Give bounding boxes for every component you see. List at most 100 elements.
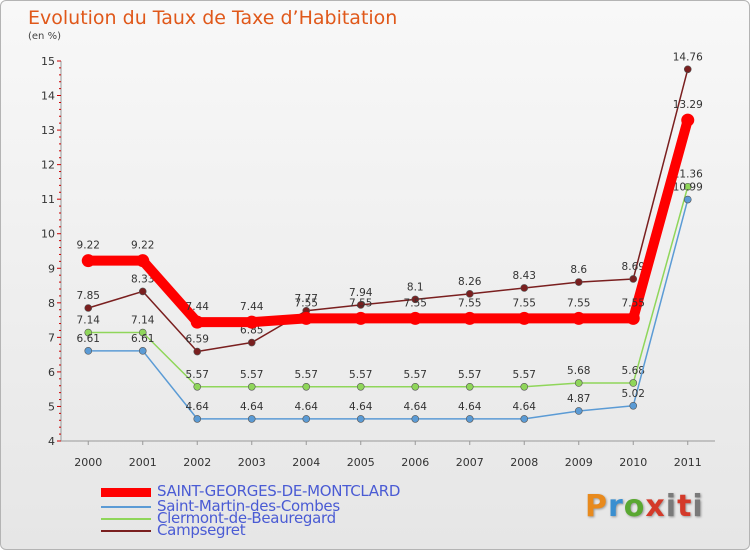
data-point xyxy=(463,311,477,325)
data-point xyxy=(302,415,311,423)
series-line xyxy=(87,198,689,420)
data-point xyxy=(138,287,147,296)
y-tick-label: 9 xyxy=(48,262,55,275)
x-tick-label: 2002 xyxy=(183,456,211,469)
y-tick-label: 8 xyxy=(48,297,55,310)
data-label: 4.64 xyxy=(404,401,428,413)
x-tick-label: 2007 xyxy=(456,456,484,469)
data-label: 4.64 xyxy=(240,401,264,413)
y-tick-label: 13 xyxy=(41,124,55,137)
legend-label: Campsegret xyxy=(157,521,246,539)
data-point xyxy=(574,278,583,286)
data-point xyxy=(138,328,147,337)
data-label: 5.57 xyxy=(186,369,209,381)
brand-letter: t xyxy=(677,489,693,524)
data-point xyxy=(84,328,93,337)
data-label: 9.22 xyxy=(77,240,100,252)
x-tick-label: 2005 xyxy=(347,456,375,469)
data-label: 5.57 xyxy=(458,369,481,381)
data-point xyxy=(356,301,365,309)
data-label: 7.77 xyxy=(295,293,318,305)
data-label: 4.64 xyxy=(349,401,373,413)
data-point xyxy=(681,113,695,127)
data-point xyxy=(356,415,365,423)
data-point xyxy=(520,415,529,423)
data-point xyxy=(520,284,529,292)
data-label: 7.94 xyxy=(349,287,373,299)
data-label: 7.55 xyxy=(622,297,645,309)
x-tick-label: 2011 xyxy=(674,456,702,469)
data-point xyxy=(193,382,202,391)
data-label: 4.64 xyxy=(295,401,319,413)
x-tick-label: 2009 xyxy=(565,456,593,469)
chart-title: Evolution du Taux de Taxe d’Habitation xyxy=(28,7,398,29)
data-label: 4.64 xyxy=(513,401,537,413)
series-line xyxy=(87,68,689,353)
data-label: 5.68 xyxy=(622,365,645,377)
data-label: 8.69 xyxy=(622,261,645,273)
x-tick-label: 2003 xyxy=(238,456,266,469)
legend-label: Saint-Martin-des-Combes xyxy=(157,497,340,515)
data-point xyxy=(683,182,692,191)
data-label: 8.26 xyxy=(458,276,482,288)
legend-swatch xyxy=(101,530,151,532)
data-point xyxy=(190,315,204,329)
x-tick-label: 2004 xyxy=(292,456,320,469)
data-label: 7.55 xyxy=(349,297,372,309)
data-point xyxy=(84,347,93,355)
data-point xyxy=(408,311,422,325)
data-point xyxy=(193,415,202,423)
data-point xyxy=(299,311,313,325)
data-label: 7.14 xyxy=(77,315,101,327)
data-point xyxy=(465,382,474,391)
data-point xyxy=(136,254,150,268)
y-tick-label: 11 xyxy=(41,193,55,206)
data-label: 5.57 xyxy=(349,369,372,381)
data-point xyxy=(247,338,256,347)
data-point xyxy=(411,415,420,423)
brand-letter: i xyxy=(665,489,678,524)
brand-letter: P xyxy=(585,489,608,524)
data-label: 14.76 xyxy=(673,51,703,63)
brand-letter: r xyxy=(608,489,624,524)
y-tick-label: 10 xyxy=(41,228,55,241)
y-tick-label: 14 xyxy=(41,90,55,103)
legend-swatch xyxy=(101,518,151,520)
data-point xyxy=(629,401,638,410)
data-label: 13.29 xyxy=(673,99,703,111)
data-label: 7.44 xyxy=(240,301,264,313)
data-point xyxy=(247,415,256,423)
data-point xyxy=(629,275,638,283)
y-tick-label: 5 xyxy=(48,400,55,413)
x-tick-label: 2000 xyxy=(74,456,102,469)
legend-label: Clermont-de-Beauregard xyxy=(157,509,336,527)
data-label: 8.33 xyxy=(131,273,154,285)
y-tick-label: 6 xyxy=(48,366,55,379)
data-label: 6.61 xyxy=(131,333,154,345)
data-point xyxy=(465,290,474,298)
legend-swatch xyxy=(101,506,151,508)
data-point xyxy=(574,379,583,387)
series-line xyxy=(83,115,693,328)
data-point xyxy=(517,311,531,325)
data-label: 5.68 xyxy=(567,365,590,377)
data-point xyxy=(247,382,256,391)
data-point xyxy=(683,195,692,204)
data-label: 8.6 xyxy=(570,264,587,276)
data-point xyxy=(411,382,420,391)
data-label: 8.43 xyxy=(513,270,536,282)
data-label: 4.64 xyxy=(458,401,482,413)
data-label: 7.14 xyxy=(131,315,155,327)
x-tick-label: 2006 xyxy=(401,456,429,469)
data-label: 4.64 xyxy=(186,401,210,413)
data-label: 10.99 xyxy=(673,182,703,194)
data-point xyxy=(356,382,365,391)
data-label: 7.55 xyxy=(295,297,318,309)
data-point xyxy=(465,415,474,423)
data-label: 7.55 xyxy=(513,297,536,309)
data-label: 4.87 xyxy=(567,393,590,405)
data-label: 6.85 xyxy=(240,325,263,337)
data-label: 6.61 xyxy=(77,333,100,345)
data-point xyxy=(193,347,202,356)
